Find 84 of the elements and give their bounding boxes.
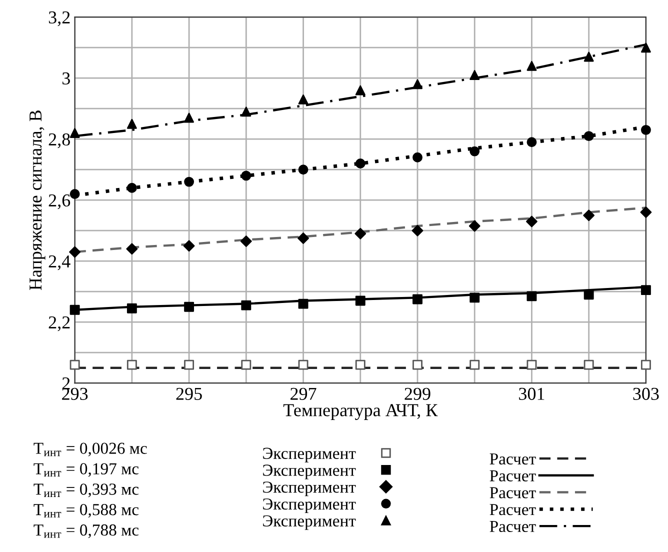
point	[70, 360, 80, 370]
point	[355, 158, 366, 168]
point	[584, 52, 594, 62]
y-tick-label: 3	[62, 72, 70, 85]
point	[241, 106, 252, 117]
point	[70, 189, 80, 199]
point	[183, 240, 195, 252]
y-tick-label: 2,6	[48, 194, 70, 210]
point	[126, 360, 137, 370]
x-tick-label: 301	[519, 388, 544, 400]
text: T$_{инт}$ = 0,0026 мс	[34, 442, 147, 456]
legend-label: Расчет	[490, 504, 536, 516]
text: T$_{инт}$ = 0,588 мс	[34, 504, 139, 518]
point	[126, 182, 137, 193]
point	[640, 360, 651, 370]
point	[640, 285, 651, 296]
point	[640, 42, 651, 53]
point	[640, 124, 651, 135]
point	[470, 292, 480, 303]
point	[355, 85, 366, 96]
legend-label: Эксперимент	[263, 498, 356, 514]
y-axis-title: Напряжение сигнала, В	[30, 110, 46, 290]
legend-label: Расчет	[490, 453, 536, 465]
point	[526, 137, 537, 148]
point	[470, 146, 480, 156]
x-axis-title: Температура АЧТ, К	[283, 404, 438, 420]
point	[69, 246, 81, 258]
point	[584, 131, 594, 142]
legend-label: Расчет	[490, 520, 536, 532]
point	[126, 303, 137, 314]
point	[126, 118, 137, 129]
point	[241, 360, 252, 370]
point	[298, 360, 308, 370]
point	[412, 360, 422, 370]
y-tick-label: 2,8	[48, 133, 70, 148]
point	[470, 360, 480, 370]
y-tick-label: 2,2	[48, 316, 70, 332]
point	[468, 220, 480, 232]
text: T$_{инт}$ = 0,788 мс	[34, 524, 139, 538]
point	[241, 170, 252, 181]
legend-label: Эксперимент	[263, 482, 356, 496]
point	[412, 294, 422, 304]
point	[184, 360, 194, 370]
point	[470, 70, 480, 80]
point	[70, 304, 80, 315]
y-tick-label: 3,2	[48, 11, 70, 26]
point	[298, 298, 308, 309]
point	[240, 236, 252, 247]
x-tick-label: 297	[290, 388, 316, 400]
legend-label: Эксперимент	[263, 515, 356, 530]
x-tick-label: 299	[404, 388, 430, 400]
legend-label: Расчет	[490, 487, 536, 498]
x-tick-label: 295	[176, 388, 202, 400]
point	[126, 243, 138, 255]
point	[184, 302, 194, 312]
point	[298, 94, 308, 104]
legend-label: Эксперимент	[263, 464, 356, 480]
point	[526, 291, 537, 302]
point	[298, 164, 308, 175]
point	[526, 216, 538, 228]
point	[584, 290, 594, 300]
point	[526, 360, 537, 370]
point	[298, 232, 309, 244]
x-tick-label: 293	[62, 388, 88, 400]
point	[583, 210, 595, 222]
legend-label: Эксперимент	[263, 448, 356, 462]
point	[184, 176, 194, 187]
point	[526, 60, 537, 71]
point	[355, 360, 366, 370]
text: T$_{инт}$ = 0,197 мс	[34, 463, 139, 477]
point	[354, 228, 366, 240]
y-tick-label: 2,4	[48, 255, 70, 270]
point	[355, 296, 366, 306]
x-tick-label: 303	[633, 388, 659, 400]
text: T$_{инт}$ = 0,393 мс	[34, 484, 139, 498]
point	[584, 360, 594, 370]
point	[412, 224, 424, 236]
legend-label: Расчет	[490, 470, 536, 482]
point	[412, 152, 422, 162]
point	[640, 206, 652, 218]
point	[241, 300, 252, 310]
point	[412, 79, 422, 90]
point	[70, 128, 80, 138]
point	[184, 112, 194, 123]
